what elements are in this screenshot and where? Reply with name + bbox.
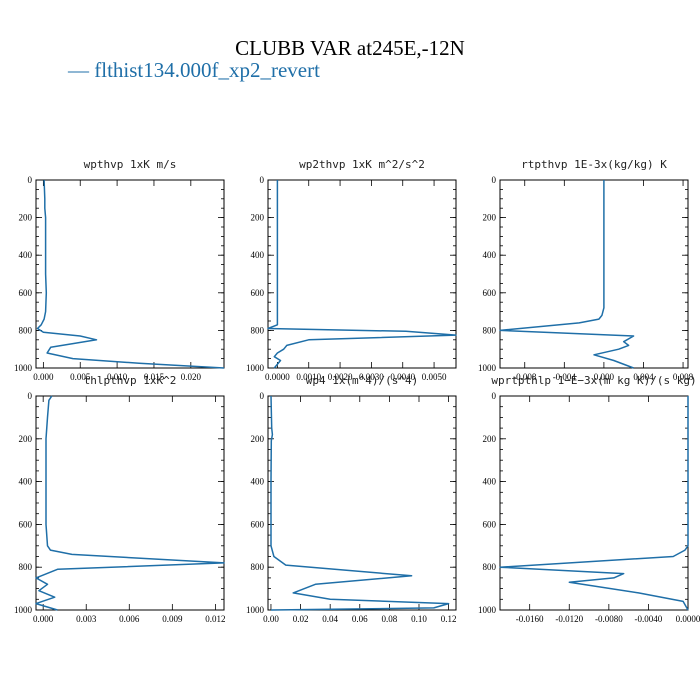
y-tick-label: 600 (483, 288, 497, 298)
y-tick-label: 1000 (246, 605, 265, 615)
y-tick-label: 800 (483, 325, 497, 335)
x-tick-label: 0.04 (322, 614, 338, 624)
x-tick-label: -0.0040 (635, 614, 663, 624)
x-tick-label: 0.020 (181, 372, 202, 382)
x-tick-label: 0.12 (441, 614, 457, 624)
x-tick-label: 0.006 (119, 614, 140, 624)
x-tick-label: 0.009 (162, 614, 183, 624)
plot-frame (499, 395, 689, 611)
series-line (270, 395, 450, 611)
x-tick-label: 0.000 (33, 614, 54, 624)
y-tick-label: 600 (251, 288, 265, 298)
x-tick-label: -0.0120 (555, 614, 583, 624)
y-tick-label: 0 (492, 175, 497, 185)
subplot-title: wpthvp 1xK m/s (84, 158, 177, 171)
x-tick-label: 0.0040 (390, 372, 415, 382)
y-tick-label: 400 (251, 250, 265, 260)
x-tick-label: 0.008 (673, 372, 694, 382)
y-tick-label: 0 (28, 175, 33, 185)
plot-frame (499, 179, 689, 369)
y-tick-label: 1000 (478, 363, 497, 373)
x-tick-label: 0.000 (33, 372, 54, 382)
y-tick-label: 600 (19, 288, 33, 298)
legend-entry: — flthist134.000f_xp2_revert (68, 58, 320, 82)
y-tick-label: 400 (19, 250, 33, 260)
y-tick-label: 600 (483, 519, 497, 529)
y-tick-label: 400 (483, 477, 497, 487)
x-tick-label: 0.012 (205, 614, 225, 624)
series-line (499, 180, 635, 369)
x-tick-label: 0.0020 (328, 372, 353, 382)
y-tick-label: 1000 (14, 605, 33, 615)
y-tick-label: 1000 (246, 363, 265, 373)
plot-frame (267, 395, 457, 611)
subplot-title: thlpthvp 1xK^2 (84, 374, 177, 387)
y-tick-label: 400 (19, 477, 33, 487)
x-tick-label: 0.0050 (422, 372, 447, 382)
y-tick-label: 0 (260, 391, 265, 401)
x-tick-label: 0.004 (633, 372, 654, 382)
x-tick-label: 0.08 (382, 614, 398, 624)
x-tick-label: -0.0160 (516, 614, 544, 624)
series-line (35, 395, 225, 611)
subplot-2: wp2thvp 1xK m^2/s^2020040060080010000.00… (246, 158, 457, 382)
x-tick-label: -0.008 (513, 372, 537, 382)
x-tick-label: -0.004 (553, 372, 577, 382)
y-tick-label: 200 (251, 434, 265, 444)
x-tick-label: 0.0000 (265, 372, 290, 382)
x-tick-label: 0.06 (352, 614, 368, 624)
x-tick-label: -0.0080 (595, 614, 623, 624)
y-tick-label: 1000 (14, 363, 33, 373)
series-line (267, 180, 457, 369)
y-tick-label: 600 (19, 519, 33, 529)
y-tick-label: 200 (483, 434, 497, 444)
plot-frame (35, 179, 225, 369)
x-tick-label: 0.0000 (676, 614, 700, 624)
y-tick-label: 800 (19, 325, 33, 335)
x-tick-label: 0.010 (107, 372, 128, 382)
y-tick-label: 0 (492, 391, 497, 401)
x-tick-label: 0.015 (144, 372, 165, 382)
subplot-title: rtpthvp 1E-3x(kg/kg) K (521, 158, 667, 171)
y-tick-label: 800 (251, 325, 265, 335)
subplot-title: wprtpthlp 1−E−3x(m kg K)/(s kg) (491, 374, 696, 387)
figure-title: CLUBB VAR at245E,-12N (235, 36, 465, 60)
y-tick-label: 0 (260, 175, 265, 185)
y-tick-label: 1000 (478, 605, 497, 615)
x-tick-label: 0.003 (76, 614, 97, 624)
y-tick-label: 800 (483, 562, 497, 572)
series-line (499, 396, 689, 611)
x-tick-label: 0.005 (70, 372, 91, 382)
series-line (36, 179, 225, 369)
x-tick-label: 0.00 (263, 614, 279, 624)
plot-frame (35, 395, 225, 611)
x-tick-label: 0.0030 (359, 372, 384, 382)
y-tick-label: 200 (19, 213, 33, 223)
y-tick-label: 200 (483, 213, 497, 223)
y-tick-label: 800 (19, 562, 33, 572)
x-tick-label: 0.10 (411, 614, 427, 624)
plot-frame (267, 179, 457, 369)
y-tick-label: 200 (19, 434, 33, 444)
x-tick-label: 0.02 (293, 614, 309, 624)
y-tick-label: 0 (28, 391, 33, 401)
y-tick-label: 400 (483, 250, 497, 260)
y-tick-label: 800 (251, 562, 265, 572)
y-tick-label: 200 (251, 213, 265, 223)
y-tick-label: 400 (251, 477, 265, 487)
subplot-3: rtpthvp 1E-3x(kg/kg) K 0 200 400 600 800 1000 -… (478, 158, 694, 382)
subplot-6: wprtpthlp 1−E−3x(m kg K)/(s kg) 0 200 400 60… (478, 374, 700, 624)
subplot-title: wp4 1x(m^4)/(s^4) (306, 374, 419, 387)
x-tick-label: 0.000 (594, 372, 615, 382)
x-tick-label: 0.0010 (296, 372, 321, 382)
y-tick-label: 600 (251, 519, 265, 529)
subplot-title: wp2thvp 1xK m^2/s^2 (299, 158, 425, 171)
